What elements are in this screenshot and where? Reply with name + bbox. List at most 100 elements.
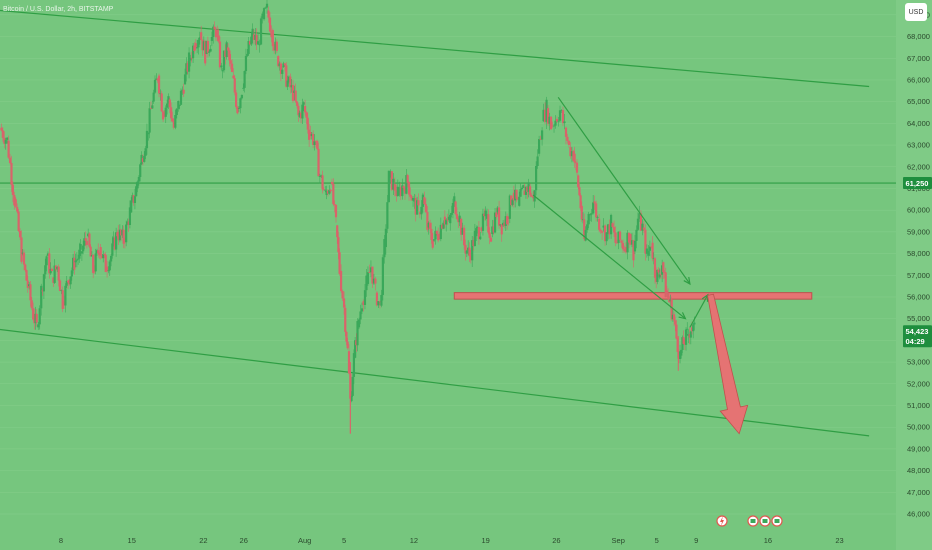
candle-body xyxy=(558,110,562,121)
candle-body xyxy=(239,98,242,109)
candle-body xyxy=(232,75,235,79)
candle-body xyxy=(387,170,390,203)
candle-body xyxy=(93,270,96,272)
candle-body xyxy=(202,41,205,51)
candle-body xyxy=(174,114,177,128)
candle-body xyxy=(623,249,626,251)
candle-body xyxy=(689,331,692,338)
candle-body xyxy=(58,280,62,292)
candle-body xyxy=(251,28,254,37)
candle-body xyxy=(271,30,274,47)
candle-body xyxy=(11,184,15,196)
candle-body xyxy=(172,121,175,128)
projection-down-arrow[interactable] xyxy=(707,293,749,435)
candle-body xyxy=(506,216,509,225)
projection-up-arrow[interactable] xyxy=(689,294,709,328)
lower-channel-line[interactable] xyxy=(0,328,870,437)
earnings-icon[interactable] xyxy=(771,515,783,527)
candle-body xyxy=(75,259,78,261)
candle-body xyxy=(54,265,58,270)
candle-body xyxy=(658,274,661,278)
candle-body xyxy=(447,216,450,220)
candle-body xyxy=(663,272,666,273)
time-axis-labels: 8 15 22 26 Aug 5 12 19 26 Sep 5 9 16 23 xyxy=(59,536,844,545)
candle-body xyxy=(507,216,510,219)
candle-body xyxy=(52,277,55,283)
chart-title: Bitcoin / U.S. Dollar, 2h, BITSTAMP xyxy=(3,6,114,13)
candle-body xyxy=(683,342,686,345)
candle-body xyxy=(189,57,192,61)
price-axis-panel[interactable] xyxy=(896,0,932,550)
candle-body xyxy=(64,285,67,306)
candle-body xyxy=(530,195,533,197)
candle-body xyxy=(185,63,188,75)
candle-body xyxy=(572,151,575,161)
price-badge xyxy=(903,177,932,190)
earnings-icon[interactable] xyxy=(747,515,759,527)
candle-body xyxy=(684,329,688,345)
candle-body xyxy=(642,227,646,230)
candle-body xyxy=(135,186,138,197)
wedge-lower-line[interactable] xyxy=(532,194,686,320)
candle-body xyxy=(97,250,100,254)
event-markers[interactable] xyxy=(716,515,783,527)
lightning-icon[interactable] xyxy=(716,515,728,527)
candle-body xyxy=(457,218,460,223)
candle-body xyxy=(123,240,127,243)
x-tick-label: 26 xyxy=(240,536,248,545)
projection-up-arrow-head xyxy=(701,293,709,302)
drawing-annotations[interactable] xyxy=(0,9,896,437)
candle-body xyxy=(337,237,340,253)
currency-button[interactable]: USD xyxy=(905,3,927,21)
candle-body xyxy=(218,41,222,68)
candle-body xyxy=(522,185,525,188)
candle-body xyxy=(489,237,493,242)
x-tick-label: 5 xyxy=(342,536,346,545)
candle-body xyxy=(492,226,495,233)
candle-body xyxy=(409,194,412,197)
candle-body xyxy=(265,3,269,8)
upper-channel-line[interactable] xyxy=(0,9,870,88)
candle-body xyxy=(545,99,548,122)
candle-body xyxy=(126,221,129,225)
candle-body xyxy=(256,41,260,45)
candle-body xyxy=(140,154,143,165)
candle-body xyxy=(28,284,31,287)
candle-body xyxy=(581,219,585,221)
candle-body xyxy=(520,187,524,190)
candle-body xyxy=(656,269,659,282)
candle-body xyxy=(118,229,121,241)
candle-body xyxy=(322,189,326,191)
candle-body xyxy=(338,252,341,274)
candle-body xyxy=(644,229,647,254)
candle-body xyxy=(324,189,327,191)
candle-body xyxy=(268,17,272,32)
candle-body xyxy=(357,319,361,328)
candle-body xyxy=(672,314,676,321)
candle-body xyxy=(128,207,132,225)
candle-body xyxy=(270,31,273,38)
candle-body xyxy=(678,351,682,359)
candle-body xyxy=(652,258,655,260)
candle-body xyxy=(430,228,433,240)
wedge-upper-line[interactable] xyxy=(557,96,691,285)
candle-body xyxy=(675,324,678,339)
candle-body xyxy=(325,190,328,195)
candle-body xyxy=(516,198,519,200)
candle-body xyxy=(453,196,456,203)
candle-body xyxy=(80,251,83,254)
earnings-icon[interactable] xyxy=(759,515,771,527)
candle-body xyxy=(156,78,159,81)
candle-body xyxy=(143,155,146,162)
candle-body xyxy=(293,90,296,93)
support-zone-rectangle[interactable] xyxy=(453,292,813,300)
candle-body xyxy=(222,50,226,71)
candle-body xyxy=(221,70,224,72)
projection-annotations[interactable] xyxy=(532,96,749,435)
candle-body xyxy=(443,216,446,225)
candle-body xyxy=(670,299,673,320)
candle-body xyxy=(475,228,478,237)
candle-body xyxy=(303,106,307,113)
